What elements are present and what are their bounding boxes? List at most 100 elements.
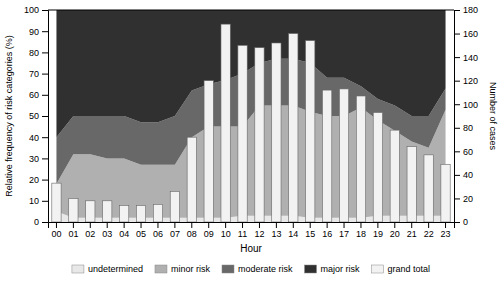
tick-mark [454,104,460,105]
tick: 08 [187,222,197,239]
tick-label: 16 [322,229,332,239]
tick: 01 [68,222,78,239]
tick-mark [360,222,361,228]
tick: 100 [24,5,48,15]
tick: 60 [29,90,48,100]
tick: 13 [271,222,281,239]
tick-label: 80 [463,123,473,133]
tick: 0 [34,217,48,227]
tick-label: 19 [373,229,383,239]
tick-mark [454,57,460,58]
legend-label: undetermined [88,264,143,274]
tick: 50 [29,111,48,121]
x-axis-title: Hour [240,243,262,254]
marks [52,10,450,222]
tick: 20 [390,222,400,239]
legend-swatch [72,265,84,273]
tick-mark [454,10,460,11]
tick: 21 [407,222,417,239]
legend-label: major risk [321,264,361,274]
bar [119,206,128,222]
tick-label: 08 [187,229,197,239]
tick-mark [107,222,108,228]
tick: 40 [454,170,473,180]
legend-item: minor risk [155,264,211,274]
tick-mark [293,222,294,228]
tick-mark [42,222,48,223]
tick-label: 40 [463,170,473,180]
tick-mark [454,128,460,129]
tick-mark [225,222,226,228]
tick: 15 [305,222,315,239]
bar [441,164,450,222]
tick: 0 [454,217,468,227]
legend-swatch [155,265,167,273]
tick-mark [259,222,260,228]
tick-mark [454,222,460,223]
tick-label: 100 [24,5,39,15]
tick: 10 [29,196,48,206]
tick: 90 [29,27,48,37]
tick-mark [454,81,460,82]
tick: 11 [238,222,247,239]
tick-label: 60 [29,90,39,100]
tick-mark [42,10,48,11]
tick: 07 [170,222,180,239]
tick-label: 11 [238,229,247,239]
tick-mark [124,222,125,228]
axis-line [49,223,455,229]
tick-mark [42,201,48,202]
tick-label: 22 [424,229,434,239]
frame [48,10,454,11]
bar [238,45,247,222]
tick-mark [242,222,243,228]
tick: 140 [454,52,478,62]
tick-mark [42,52,48,53]
tick-label: 13 [271,229,281,239]
tick: 23 [441,222,451,239]
y2-axis-title: Number of cases [488,82,498,151]
area [56,10,445,137]
tick: 80 [454,123,473,133]
tick-mark [454,175,460,176]
tick-label: 18 [356,229,366,239]
tick-mark [327,222,328,228]
tick-label: 180 [463,5,478,15]
tick-mark [344,222,345,228]
tick-label: 50 [29,111,39,121]
bar [407,147,416,222]
tick-label: 06 [153,229,163,239]
tick: 22 [424,222,434,239]
tick-mark [411,222,412,228]
bar [52,183,61,222]
bar [339,89,348,222]
tick-mark [42,158,48,159]
bar [306,41,315,222]
tick-label: 05 [136,229,146,239]
plot-area: 0001020304050607080910111213141516171819… [24,5,478,239]
tick-mark [276,222,277,228]
tick: 04 [119,222,129,239]
bar [204,81,213,222]
tick-mark [42,95,48,96]
bar [103,201,112,222]
tick-label: 10 [221,229,231,239]
tick-label: 100 [463,100,478,110]
tick-label: 80 [29,48,39,58]
bar [255,48,264,222]
axis-line [455,11,461,223]
tick: 160 [454,29,478,39]
tick: 12 [254,222,264,239]
tick-mark [73,222,74,228]
y2-axis: 020406080100120140160180 [454,5,478,227]
tick-label: 30 [29,154,39,164]
tick-label: 14 [288,229,298,239]
tick-mark [428,222,429,228]
tick-label: 04 [119,229,129,239]
tick: 70 [29,69,48,79]
tick: 19 [373,222,383,239]
chart: 0001020304050607080910111213141516171819… [0,0,500,286]
tick-mark [454,34,460,35]
y-axis-title: Relative frequency of risk categories (%… [4,35,14,197]
bar [187,137,196,222]
